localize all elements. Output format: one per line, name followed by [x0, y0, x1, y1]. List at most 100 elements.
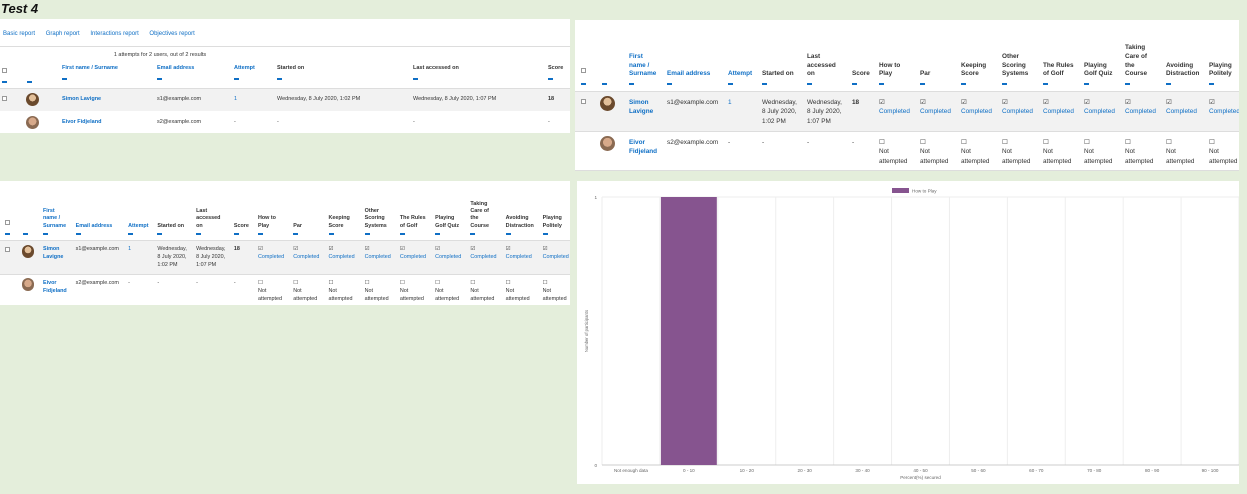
status-completed-link[interactable]: Completed: [920, 108, 951, 116]
header-started[interactable]: Started on: [157, 222, 185, 229]
header-started[interactable]: Started on: [277, 65, 305, 71]
collapse-icon[interactable]: [1002, 83, 1007, 85]
collapse-icon[interactable]: [5, 233, 11, 236]
collapse-icon[interactable]: [852, 83, 857, 85]
collapse-icon[interactable]: [728, 83, 733, 85]
status-completed-link[interactable]: Completed: [364, 254, 391, 261]
header-q8[interactable]: Avoiding Distraction: [505, 215, 534, 229]
collapse-icon[interactable]: [328, 233, 334, 236]
header-started[interactable]: Started on: [762, 70, 794, 78]
collapse-icon[interactable]: [505, 233, 511, 236]
collapse-icon[interactable]: [364, 233, 370, 236]
user-name-link[interactable]: Eivor Fidjeland: [629, 139, 658, 156]
header-name[interactable]: First name / Surname: [629, 53, 657, 78]
status-completed-link[interactable]: Completed: [1125, 108, 1156, 116]
header-q7[interactable]: Taking Care of the Course: [470, 200, 489, 229]
header-score[interactable]: Score: [548, 65, 564, 71]
collapse-icon[interactable]: [75, 233, 81, 236]
header-q5[interactable]: The Rules of Golf: [399, 215, 426, 229]
status-completed-link[interactable]: Completed: [961, 108, 992, 116]
collapse-icon[interactable]: [196, 233, 202, 236]
collapse-icon[interactable]: [961, 83, 966, 85]
row-checkbox[interactable]: [5, 247, 11, 253]
header-q2[interactable]: Par: [920, 70, 931, 78]
user-name-link[interactable]: Eivor Fidjeland: [62, 119, 102, 125]
status-completed-link[interactable]: Completed: [328, 254, 355, 261]
header-name[interactable]: First name / Surname: [43, 207, 67, 229]
collapse-icon[interactable]: [1043, 83, 1048, 85]
collapse-icon[interactable]: [157, 78, 162, 80]
header-q9[interactable]: Playing Politely: [542, 215, 562, 229]
header-q1[interactable]: How to Play: [879, 61, 901, 78]
collapse-icon[interactable]: [581, 83, 586, 85]
collapse-icon[interactable]: [62, 78, 67, 80]
collapse-icon[interactable]: [413, 78, 418, 80]
status-completed-link[interactable]: Completed: [1084, 108, 1115, 116]
collapse-icon[interactable]: [602, 83, 607, 85]
collapse-icon[interactable]: [258, 233, 263, 236]
header-email[interactable]: Email address: [75, 222, 113, 229]
collapse-icon[interactable]: [1125, 83, 1130, 85]
status-completed-link[interactable]: Completed: [293, 254, 320, 261]
status-completed-link[interactable]: Completed: [1043, 108, 1074, 116]
status-completed-link[interactable]: Completed: [1166, 108, 1197, 116]
status-completed-link[interactable]: Completed: [1002, 108, 1033, 116]
collapse-icon[interactable]: [470, 233, 476, 236]
select-all-checkbox[interactable]: [581, 68, 586, 73]
header-email[interactable]: Email address: [667, 70, 711, 78]
collapse-icon[interactable]: [234, 78, 239, 80]
header-q3[interactable]: Keeping Score: [328, 215, 350, 229]
attempt-link[interactable]: 1: [234, 96, 238, 102]
tab-basic-report[interactable]: Basic report: [3, 31, 36, 37]
header-q5[interactable]: The Rules of Golf: [1043, 61, 1074, 78]
status-completed-link[interactable]: Completed: [542, 254, 569, 261]
user-name-link[interactable]: Simon Lavigne: [62, 96, 102, 102]
select-all-checkbox[interactable]: [2, 68, 7, 73]
collapse-icon[interactable]: [128, 233, 134, 236]
collapse-icon[interactable]: [233, 233, 239, 236]
header-email[interactable]: Email address: [157, 65, 195, 71]
collapse-icon[interactable]: [807, 83, 812, 85]
user-name-link[interactable]: Eivor Fidjeland: [43, 279, 67, 294]
header-q4[interactable]: Other Scoring Systems: [364, 207, 387, 229]
collapse-icon[interactable]: [1166, 83, 1171, 85]
header-score[interactable]: Score: [233, 222, 249, 229]
header-attempt[interactable]: Attempt: [234, 65, 255, 71]
tab-interactions-report[interactable]: Interactions report: [90, 31, 139, 37]
header-name[interactable]: First name / Surname: [62, 65, 118, 71]
select-all-checkbox[interactable]: [5, 219, 11, 225]
status-completed-link[interactable]: Completed: [435, 254, 462, 261]
collapse-icon[interactable]: [1084, 83, 1089, 85]
header-last[interactable]: Last accessed on: [807, 53, 836, 78]
collapse-icon[interactable]: [43, 233, 48, 236]
header-attempt[interactable]: Attempt: [728, 70, 753, 78]
row-checkbox[interactable]: [581, 99, 586, 104]
header-q9[interactable]: Playing Politely: [1209, 61, 1232, 78]
header-attempt[interactable]: Attempt: [128, 222, 149, 229]
collapse-icon[interactable]: [27, 81, 32, 83]
header-q4[interactable]: Other Scoring Systems: [1002, 53, 1029, 78]
header-q6[interactable]: Playing Golf Quiz: [1084, 61, 1113, 78]
collapse-icon[interactable]: [542, 233, 548, 236]
header-q1[interactable]: How to Play: [258, 215, 276, 229]
collapse-icon[interactable]: [2, 81, 7, 83]
user-name-link[interactable]: Simon Lavigne: [629, 99, 654, 116]
collapse-icon[interactable]: [548, 78, 553, 80]
status-completed-link[interactable]: Completed: [470, 254, 497, 261]
attempt-link[interactable]: 1: [728, 99, 732, 106]
collapse-icon[interactable]: [762, 83, 767, 85]
user-name-link[interactable]: Simon Lavigne: [43, 246, 64, 261]
header-score[interactable]: Score: [852, 70, 870, 78]
collapse-icon[interactable]: [277, 78, 282, 80]
collapse-icon[interactable]: [1209, 83, 1214, 85]
header-last-accessed[interactable]: Last accessed on: [413, 65, 459, 71]
collapse-icon[interactable]: [920, 83, 925, 85]
collapse-icon[interactable]: [157, 233, 163, 236]
header-q2[interactable]: Par: [293, 222, 302, 229]
header-q7[interactable]: Taking Care of the Course: [1125, 44, 1148, 78]
tab-objectives-report[interactable]: Objectives report: [149, 31, 195, 37]
header-q3[interactable]: Keeping Score: [961, 61, 987, 78]
attempt-link[interactable]: 1: [128, 246, 132, 253]
tab-graph-report[interactable]: Graph report: [45, 31, 80, 37]
collapse-icon[interactable]: [879, 83, 884, 85]
